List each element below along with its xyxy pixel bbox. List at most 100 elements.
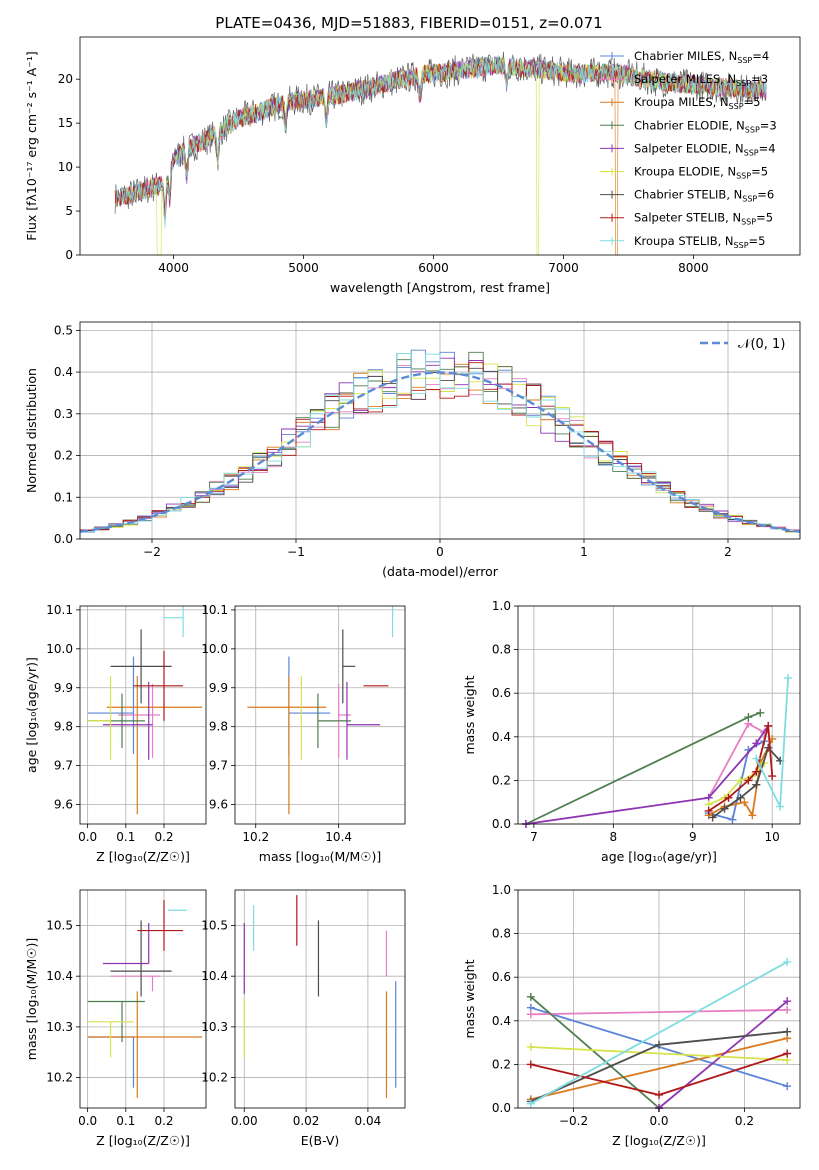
y-axis-label: mass weight [462, 959, 477, 1038]
y-tick-label: 0.2 [492, 1057, 511, 1071]
x-tick-label: 0.0 [649, 1114, 668, 1128]
x-tick-label: 9 [689, 830, 697, 844]
y-tick-label: 0.0 [492, 1101, 511, 1115]
y-axis-label: Flux [fλ10⁻¹⁷ erg cm⁻² s⁻¹ A⁻¹] [24, 51, 39, 240]
y-tick-label: 10.4 [46, 969, 73, 983]
y-tick-label: 0.1 [54, 490, 73, 504]
x-tick-label: 2 [724, 545, 732, 559]
x-tick-label: 10.2 [242, 830, 269, 844]
mass-weight-marker [783, 997, 792, 1006]
x-axis-label: wavelength [Angstrom, rest frame] [330, 280, 550, 295]
y-tick-label: 9.7 [209, 759, 228, 773]
mass-weight-line [525, 725, 769, 825]
mass-weight-marker [704, 806, 713, 815]
mass-weight-marker [724, 793, 733, 802]
legend-label: 𝒩(0, 1) [738, 337, 785, 352]
mass-weight-marker [783, 1049, 792, 1058]
legend-label: Salpeter STELIB, NSSP=5 [634, 211, 773, 227]
y-tick-label: 20 [58, 72, 73, 86]
x-tick-label: 0.1 [116, 1114, 135, 1128]
y-tick-label: 0.0 [54, 532, 73, 546]
mass-weight-marker [764, 721, 773, 730]
y-tick-label: 0.3 [54, 407, 73, 421]
y-tick-label: 0.6 [492, 970, 511, 984]
y-tick-label: 0.4 [492, 730, 511, 744]
mass-weight-line [530, 1037, 788, 1101]
mass-weight-line [708, 725, 774, 812]
mass-weight-marker [655, 1040, 663, 1049]
y-tick-label: 15 [58, 116, 73, 130]
x-axis-label: (data-model)/error [382, 564, 499, 579]
y-tick-label: 0.5 [54, 323, 73, 337]
y-tick-label: 1.0 [492, 883, 511, 897]
mass-weight-marker [526, 1099, 535, 1108]
y-tick-label: 0.6 [492, 686, 511, 700]
mass-weight-marker [708, 813, 717, 822]
y-tick-label: 10.4 [201, 969, 228, 983]
mass-weight-marker [752, 767, 761, 776]
x-axis-label: mass [log₁₀(M/M☉)] [259, 849, 381, 864]
y-tick-label: 10.0 [46, 642, 73, 656]
legend-label: Chabrier MILES, NSSP=4 [634, 49, 769, 65]
histogram-series [79, 353, 801, 539]
chart-title: PLATE=0436, MJD=51883, FIBERID=0151, z=0… [215, 14, 602, 32]
mass-weight-marker [744, 776, 753, 785]
normal-reference-line [79, 371, 801, 533]
axes-frame [234, 889, 406, 1109]
mass-weight-marker [744, 713, 753, 722]
mass-weight-marker [756, 708, 765, 717]
mass-weight-marker [783, 1005, 792, 1014]
x-tick-label: 5000 [288, 261, 319, 275]
x-tick-label: 7000 [548, 261, 579, 275]
mass-weight-marker [736, 776, 745, 785]
y-tick-label: 0.4 [492, 1014, 511, 1028]
mass-weight-marker [740, 798, 749, 807]
mass-weight-marker [783, 1082, 792, 1091]
y-tick-label: 1.0 [492, 599, 511, 613]
x-tick-label: 0.2 [154, 1114, 173, 1128]
x-tick-label: 1 [580, 545, 588, 559]
y-axis-label: Normed distribution [24, 368, 39, 493]
y-tick-label: 0.2 [492, 773, 511, 787]
mass-weight-marker [783, 957, 792, 966]
axes-frame [79, 889, 207, 1109]
x-tick-label: 0.02 [293, 1114, 320, 1128]
y-tick-label: 10.0 [201, 642, 228, 656]
y-tick-label: 0.2 [54, 449, 73, 463]
y-axis-label: mass weight [462, 675, 477, 754]
mass-weight-line [530, 1046, 788, 1061]
x-axis-label: E(B-V) [301, 1133, 340, 1148]
axes-frame [79, 605, 207, 825]
x-axis-label: age [log₁₀(age/yr)] [601, 849, 717, 864]
mass-weight-marker [526, 1010, 535, 1019]
legend-label: Kroupa STELIB, NSSP=5 [634, 234, 765, 250]
mass-weight-marker [784, 673, 793, 682]
y-tick-label: 9.9 [209, 681, 228, 695]
mass-weight-marker [655, 1090, 663, 1099]
x-tick-label: 0.0 [78, 830, 97, 844]
y-tick-label: 0.8 [492, 643, 511, 657]
x-tick-label: 0.1 [116, 830, 135, 844]
mass-weight-marker [748, 811, 757, 820]
histogram-series [79, 362, 801, 539]
x-tick-label: 6000 [418, 261, 449, 275]
y-tick-label: 0.8 [492, 927, 511, 941]
x-tick-label: 7 [530, 830, 538, 844]
spectrum-line [114, 51, 767, 217]
mass-weight-line [530, 961, 788, 1105]
legend-label: Salpeter ELODIE, NSSP=4 [634, 141, 776, 157]
y-tick-label: 10.3 [46, 1020, 73, 1034]
x-tick-label: −2 [143, 545, 161, 559]
x-tick-label: −1 [287, 545, 305, 559]
y-tick-label: 10.2 [201, 1071, 228, 1085]
y-tick-label: 10.1 [46, 603, 73, 617]
mass-weight-marker [752, 754, 761, 763]
mass-weight-marker [736, 793, 745, 802]
x-tick-label: 0 [436, 545, 444, 559]
y-tick-label: 10.1 [201, 603, 228, 617]
legend-label: Chabrier ELODIE, NSSP=3 [634, 118, 777, 134]
y-axis-label: age [log₁₀(age/yr)] [24, 657, 39, 773]
y-tick-label: 10.2 [46, 1071, 73, 1085]
y-tick-label: 10 [58, 160, 73, 174]
x-tick-label: 0.0 [78, 1114, 97, 1128]
